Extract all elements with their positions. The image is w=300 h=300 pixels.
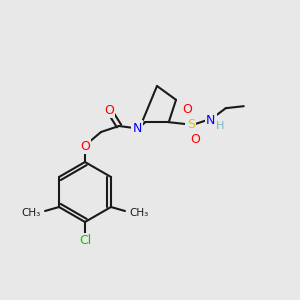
- Text: N: N: [132, 122, 142, 134]
- Text: CH₃: CH₃: [129, 208, 148, 218]
- Text: O: O: [80, 140, 90, 152]
- Text: O: O: [190, 133, 200, 146]
- Text: CH₃: CH₃: [22, 208, 41, 218]
- Text: O: O: [104, 103, 114, 116]
- Text: Cl: Cl: [79, 235, 91, 248]
- Text: S: S: [187, 118, 195, 131]
- Text: N: N: [206, 114, 215, 127]
- Text: H: H: [216, 121, 224, 131]
- Text: O: O: [182, 103, 192, 116]
